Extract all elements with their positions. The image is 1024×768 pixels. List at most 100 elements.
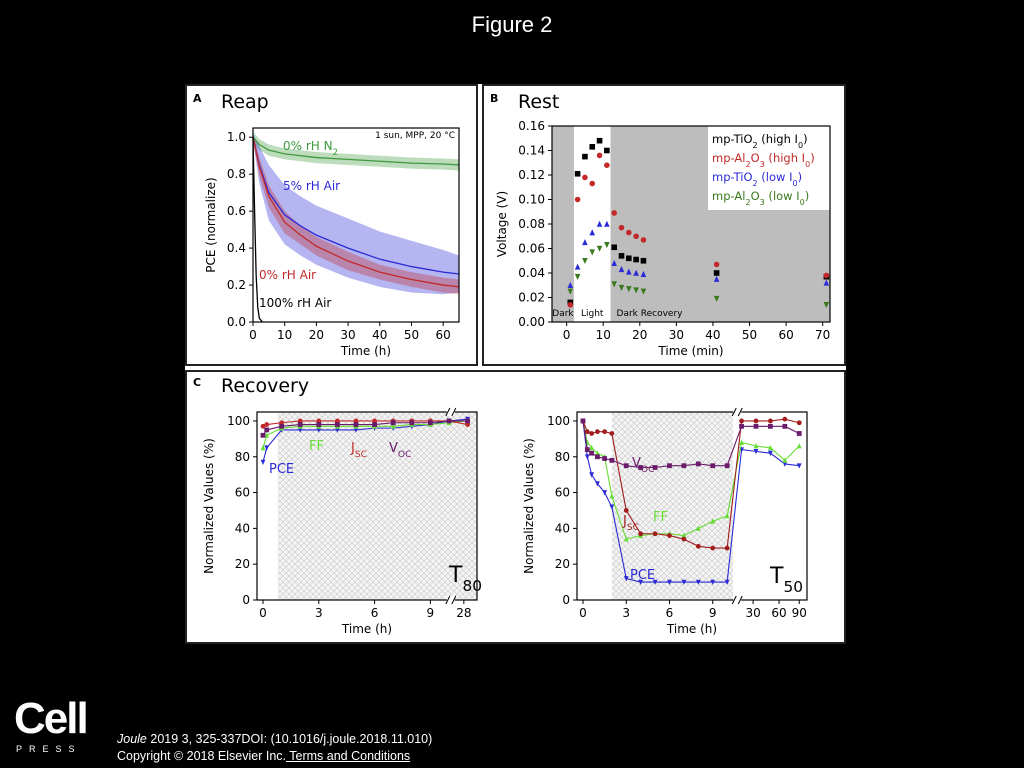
point-c1-3	[739, 423, 744, 429]
region-label-2: Dark Recovery	[617, 309, 684, 319]
axis-break-c0-0	[445, 407, 457, 417]
point-b-0	[618, 253, 625, 259]
point-c1-3	[695, 461, 701, 467]
series-band-0	[253, 131, 459, 171]
figure-2: A Reap 1 sun, MPP, 20 °C 0 10 20 30 40 50 60 0.0 0.…	[185, 84, 846, 644]
point-c1-0	[667, 579, 672, 585]
point-b-2	[713, 275, 720, 282]
x-axis-label-a: Time (h)	[340, 344, 391, 358]
point-b-2	[640, 270, 647, 278]
point-b-1	[574, 196, 581, 203]
legend-bg-b	[708, 126, 830, 210]
y-tick-label-c0-0: 0	[242, 593, 250, 607]
point-c1-0	[681, 579, 687, 585]
point-b-2	[618, 266, 625, 273]
series-label-c1-0: PCE	[630, 568, 655, 583]
point-c1-2	[584, 429, 590, 435]
y-tick-label-b-0: 0.00	[518, 315, 545, 329]
point-b-0	[611, 244, 617, 251]
citation-text: 2019 3, 325-337DOI: (10.1016/j.joule.201…	[146, 732, 433, 746]
point-c1-1	[695, 525, 701, 531]
x-tick-label-a-1: 10	[277, 328, 292, 342]
point-c1-3	[584, 447, 590, 452]
panel-b-rest: B Rest mp-TiO2 (high I0) mp-Al2O3 (high I0)…	[482, 84, 846, 366]
y-tick-label-b-5: 0.10	[518, 193, 545, 207]
point-b-0	[626, 255, 632, 262]
panel-a-title: Reap	[221, 91, 269, 113]
point-c1-3	[681, 463, 687, 469]
point-b-3	[640, 288, 647, 295]
point-b-3	[589, 249, 596, 256]
plot-frame-c0	[256, 411, 478, 601]
point-c1-2	[753, 418, 759, 424]
point-b-0	[582, 153, 588, 160]
x-tick-label-c1-5: 60	[771, 606, 786, 620]
y-tick-label-c1-3: 60	[555, 486, 570, 500]
point-b-0	[633, 256, 639, 263]
y-tick-label-c0-3: 60	[235, 486, 250, 500]
x-tick-label-c1-0: 0	[579, 606, 587, 620]
point-c0-0	[264, 445, 270, 451]
x-tick-label-c1-2: 6	[666, 606, 674, 620]
point-c0-3	[334, 422, 340, 427]
point-b-1	[611, 210, 617, 216]
point-b-3	[611, 281, 617, 288]
point-c1-0	[768, 450, 773, 457]
terms-link[interactable]: Terms and Conditions	[286, 749, 411, 763]
panel-c-title: Recovery	[221, 375, 309, 397]
region-shade-0	[552, 126, 574, 322]
point-b-1	[604, 162, 610, 168]
point-c0-3	[297, 422, 303, 427]
axis-break-c0-1	[445, 595, 457, 605]
point-c1-2	[782, 416, 788, 422]
point-b-2	[823, 279, 830, 286]
point-c0-3	[316, 422, 322, 427]
copyright-line: Copyright © 2018 Elsevier Inc. Terms and…	[117, 748, 432, 765]
point-c1-1	[623, 536, 629, 542]
y-axis-label-c1: Normalized Values (%)	[522, 438, 536, 574]
point-c1-3	[710, 463, 716, 469]
point-c1-3	[753, 423, 759, 429]
point-c1-1	[753, 443, 759, 449]
point-c0-2	[264, 422, 270, 427]
point-c1-2	[796, 420, 802, 426]
point-c1-3	[623, 463, 629, 469]
point-c1-3	[782, 423, 788, 429]
series-line-3	[252, 137, 264, 323]
point-c1-3	[667, 463, 672, 469]
x-tick-label-a-3: 30	[340, 328, 355, 342]
point-c1-2	[768, 418, 773, 424]
point-c1-2	[638, 531, 644, 537]
point-c1-1	[595, 450, 600, 456]
point-b-1	[582, 174, 588, 181]
y-tick-label-b-7: 0.14	[518, 144, 545, 158]
point-c1-2	[589, 431, 595, 436]
point-c1-0	[695, 579, 701, 585]
point-b-2	[567, 281, 574, 289]
series-label-c0-3: VOC	[389, 441, 411, 460]
x-tick-label-b-6: 60	[778, 328, 793, 342]
point-b-3	[618, 284, 625, 291]
series-label-c1-1: FF	[653, 510, 668, 525]
y-tick-label-b-2: 0.04	[518, 266, 545, 280]
y-tick-label-a-0: 0.0	[227, 315, 246, 329]
point-c1-0	[724, 579, 730, 585]
y-tick-label-a-3: 0.6	[227, 204, 246, 218]
y-tick-label-a-2: 0.4	[227, 241, 246, 255]
point-b-0	[596, 137, 603, 144]
x-tick-label-b-3: 30	[669, 328, 684, 342]
x-tick-label-b-4: 40	[705, 328, 720, 342]
y-tick-label-c1-5: 100	[547, 414, 570, 428]
point-c1-3	[595, 454, 600, 460]
point-c1-2	[652, 531, 658, 537]
series-line-2	[252, 137, 460, 288]
x-tick-label-c1-3: 9	[709, 606, 717, 620]
y-tick-label-a-5: 1.0	[227, 130, 246, 144]
series-line-1	[252, 137, 460, 275]
plot-frame-a	[252, 127, 460, 323]
y-tick-label-c1-0: 0	[562, 593, 570, 607]
point-c1-2	[739, 418, 744, 424]
point-c1-3	[589, 450, 595, 456]
point-c0-0	[260, 459, 266, 466]
series-band-1	[253, 133, 459, 295]
